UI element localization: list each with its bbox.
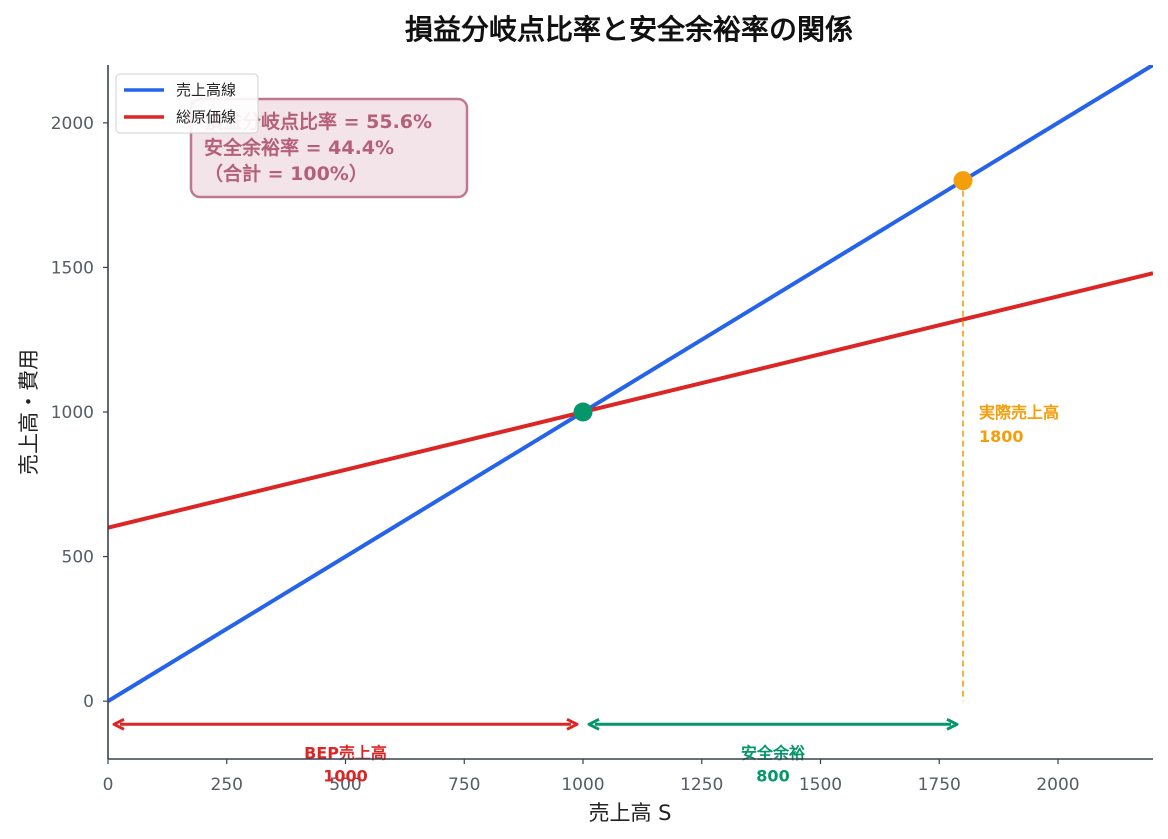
x-tick-label: 0	[103, 775, 114, 795]
ratio-annotation-line: 安全余裕率 = 44.4%	[204, 136, 394, 159]
ticks: 0 250 500 750 1000 1250 1500 1750 20000500100015…	[51, 114, 1080, 795]
annotations: 実際売上高 1800 BEP売上高 1000 安全余裕 800 損益分岐点比率 = 55.6…	[112, 97, 1059, 785]
series-group	[108, 65, 1153, 703]
legend-label-sales: 売上高線	[176, 81, 236, 99]
y-axis-label: 売上高・費用	[17, 349, 41, 475]
y-tick-label: 1000	[51, 403, 94, 423]
x-tick-label: 750	[448, 775, 480, 795]
x-tick-label: 1250	[680, 775, 723, 795]
breakeven-point-marker	[573, 402, 593, 422]
bep-sales-value: 1000	[323, 766, 368, 785]
y-tick-label: 500	[62, 548, 94, 568]
y-tick-label: 0	[83, 692, 94, 712]
total-cost-line	[108, 271, 1153, 530]
actual-sales-point-marker	[953, 171, 973, 191]
x-axis-label: 売上高 S	[588, 801, 671, 825]
x-tick-label: 250	[211, 775, 243, 795]
safety-margin-label: 安全余裕	[741, 743, 805, 762]
bep-sales-arrow-head-right	[566, 717, 579, 731]
x-tick-label: 1000	[561, 775, 604, 795]
x-tick-label: 1500	[799, 775, 842, 795]
x-tick-label: 2000	[1036, 775, 1079, 795]
chart-title: 損益分岐点比率と安全余裕率の関係	[405, 13, 853, 46]
ratio-annotation-line: （合計 = 100%）	[204, 162, 368, 185]
x-tick-label: 1750	[918, 775, 961, 795]
actual-sales-value: 1800	[979, 427, 1024, 446]
safety-margin-arrow-head-left	[587, 717, 600, 731]
x-tick-label: 500	[329, 775, 361, 795]
bep-sales-arrow-head-left	[112, 717, 125, 731]
ratio-annotation-box	[189, 97, 469, 199]
legend: 売上高線 総原価線	[115, 73, 259, 134]
actual-sales-label: 実際売上高	[979, 403, 1059, 422]
sales-line	[108, 65, 1153, 703]
bep-sales-label: BEP売上高	[304, 743, 387, 762]
y-tick-label: 2000	[51, 114, 94, 134]
plot-area	[108, 65, 1153, 703]
legend-label-cost: 総原価線	[176, 108, 236, 126]
ratio-annotation-line: 損益分岐点比率 = 55.6%	[204, 110, 432, 133]
y-tick-label: 1500	[51, 258, 94, 278]
safety-margin-arrow-head-right	[946, 717, 959, 731]
safety-margin-value: 800	[756, 766, 789, 785]
